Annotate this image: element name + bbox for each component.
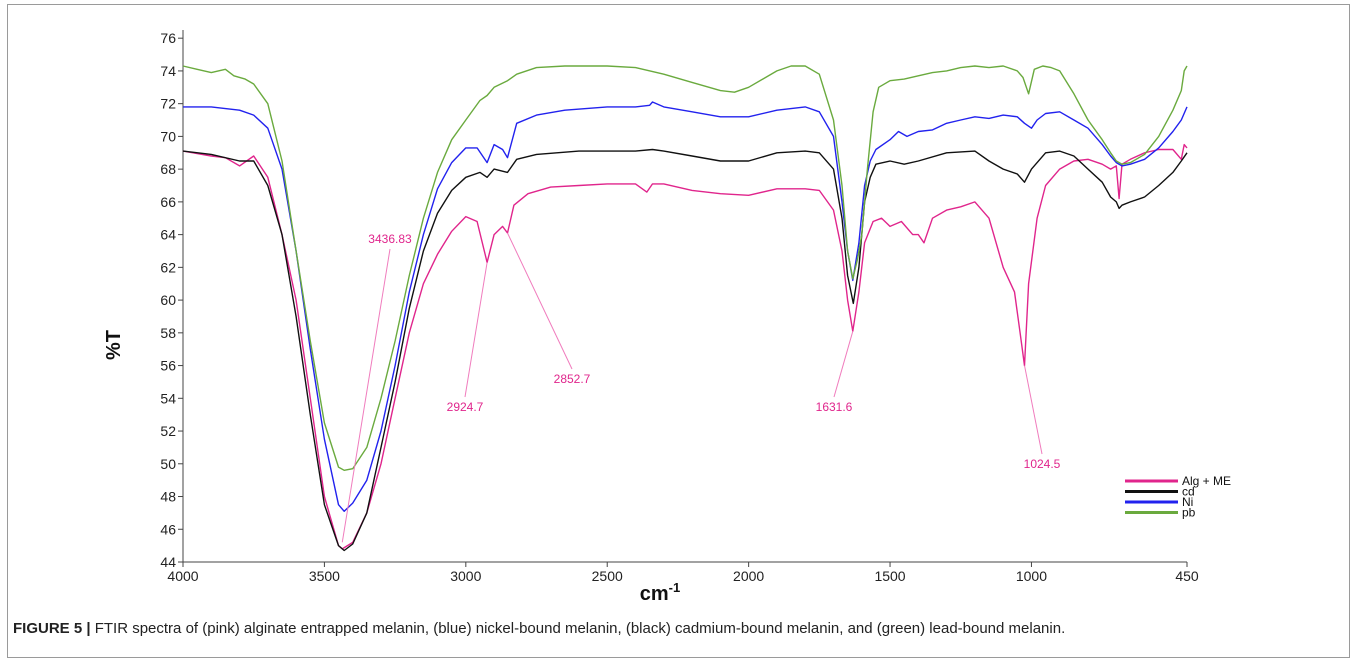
ftir-chart: 4000 3500 3000 2500 2000 1500 1000 450 44 46 48 50… bbox=[103, 30, 1231, 605]
chart-axes: 4000 3500 3000 2500 2000 1500 1000 450 44 46 48 50… bbox=[160, 30, 1199, 584]
annotation-leader bbox=[341, 248, 391, 543]
legend-label: Alg + ME bbox=[1182, 474, 1231, 488]
y-tick-label: 44 bbox=[160, 554, 176, 570]
x-axis-label-sup: -1 bbox=[669, 580, 681, 595]
x-tick-label: 1000 bbox=[1016, 568, 1047, 584]
y-tick-label: 58 bbox=[160, 325, 176, 341]
caption-label: FIGURE 5 | bbox=[13, 620, 91, 637]
x-tick-label: 3500 bbox=[309, 568, 340, 584]
legend-label: cd bbox=[1182, 485, 1195, 499]
series-line-alg-me bbox=[182, 143, 1188, 550]
x-tick-label: 2500 bbox=[592, 568, 623, 584]
annotation-leader bbox=[507, 232, 573, 370]
figure-frame bbox=[7, 4, 1350, 658]
y-tick-label: 60 bbox=[160, 292, 176, 308]
y-tick-label: 56 bbox=[160, 358, 176, 374]
x-tick-label: 3000 bbox=[450, 568, 481, 584]
annotation-label: 1631.6 bbox=[816, 400, 853, 414]
annotation-leader bbox=[464, 262, 488, 398]
annotation-label: 2924.7 bbox=[447, 400, 484, 414]
figure-caption: FIGURE 5 | FTIR spectra of (pink) algina… bbox=[13, 620, 1343, 637]
x-tick-label: 4000 bbox=[167, 568, 198, 584]
y-tick-label: 70 bbox=[160, 128, 176, 144]
y-tick-label: 72 bbox=[160, 96, 176, 112]
series-line-ni bbox=[183, 101, 1188, 512]
x-axis-label-base: cm bbox=[640, 583, 669, 605]
legend-label: Ni bbox=[1182, 495, 1193, 509]
y-tick-label: 48 bbox=[160, 489, 176, 505]
y-tick-label: 46 bbox=[160, 521, 176, 537]
y-tick-label: 64 bbox=[160, 227, 176, 243]
y-tick-label: 66 bbox=[160, 194, 176, 210]
x-tick-label: 1500 bbox=[874, 568, 905, 584]
y-tick-label: 74 bbox=[160, 63, 176, 79]
y-tick-label: 68 bbox=[160, 161, 176, 177]
annotation-leader bbox=[833, 331, 854, 398]
caption-text: FTIR spectra of (pink) alginate entrappe… bbox=[90, 620, 1066, 637]
series-lines bbox=[182, 65, 1188, 552]
y-tick-label: 62 bbox=[160, 259, 176, 275]
y-tick-label: 54 bbox=[160, 390, 176, 406]
x-ticks: 4000 3500 3000 2500 2000 1500 1000 450 bbox=[167, 562, 1199, 584]
x-tick-label: 2000 bbox=[733, 568, 764, 584]
series-line-cd bbox=[182, 148, 1188, 552]
y-ticks: 44 46 48 50 52 54 56 58 60 62 64 66 68 70 72 74 76 bbox=[160, 30, 183, 570]
peak-annotations: 3436.83 2924.7 2852.7 1631.6 1024.5 bbox=[341, 232, 1061, 543]
y-tick-label: 52 bbox=[160, 423, 176, 439]
annotation-label: 2852.7 bbox=[554, 372, 591, 386]
x-axis-label: cm-1 bbox=[640, 580, 680, 605]
series-line-pb bbox=[182, 65, 1188, 471]
x-tick-label: 450 bbox=[1175, 568, 1199, 584]
annotation-label: 3436.83 bbox=[368, 232, 412, 246]
y-axis-label: %T bbox=[103, 330, 125, 360]
y-tick-label: 76 bbox=[160, 30, 176, 46]
legend-label: pb bbox=[1182, 506, 1196, 520]
annotation-label: 1024.5 bbox=[1024, 457, 1061, 471]
annotation-leader bbox=[1024, 365, 1043, 455]
y-tick-label: 50 bbox=[160, 456, 176, 472]
